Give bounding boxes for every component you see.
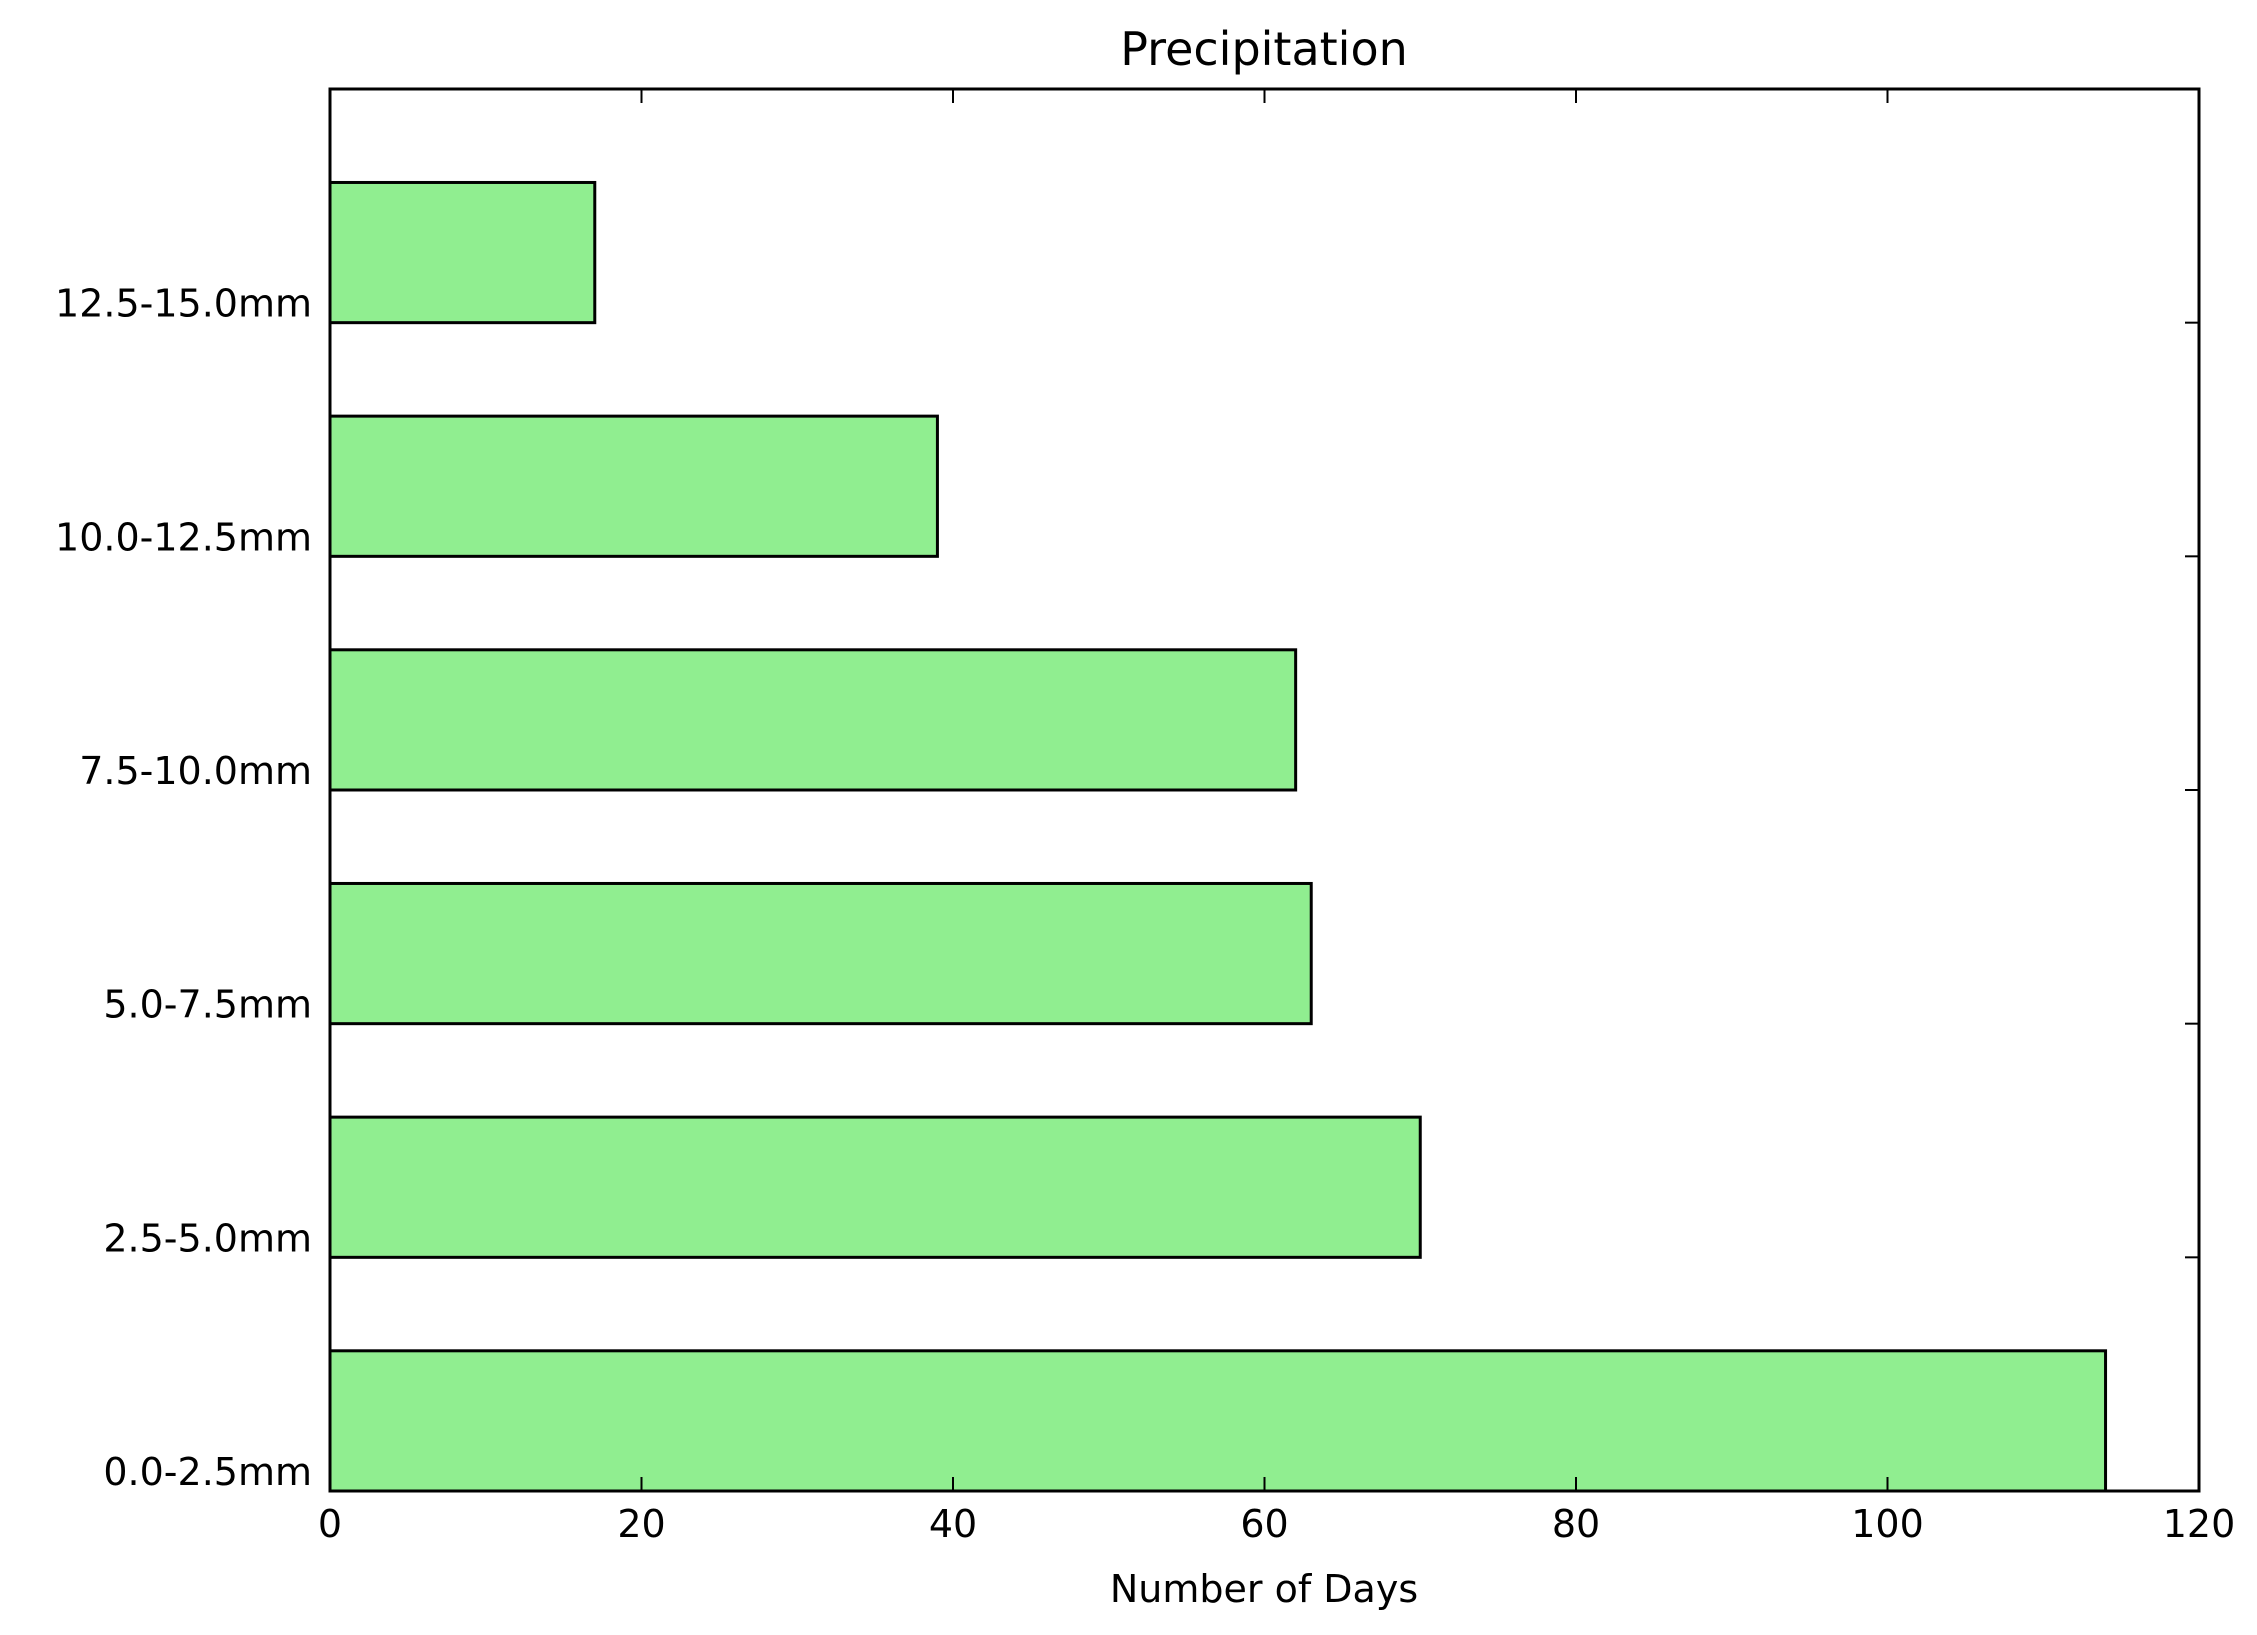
y-tick-label: 7.5-10.0mm <box>79 749 312 793</box>
y-axis-ticks: 0.0-2.5mm 2.5-5.0mm 5.0-7.5mm 7.5-10.0mm 10.… <box>55 282 2199 1494</box>
plot-frame <box>328 87 2201 1493</box>
bar-7.5-10.0mm <box>328 648 1298 792</box>
x-axis-label: Number of Days <box>1110 1567 1418 1611</box>
chart-title: Precipitation <box>1120 22 1408 76</box>
y-tick-label: 2.5-5.0mm <box>103 1216 312 1260</box>
x-tick-label: 120 <box>2163 1502 2236 1546</box>
x-tick-label: 60 <box>1240 1502 1288 1546</box>
x-tick-label: 80 <box>1552 1502 1600 1546</box>
bar-0.0-2.5mm <box>328 1349 2108 1493</box>
bars <box>328 180 2108 1493</box>
x-tick-label: 20 <box>617 1502 665 1546</box>
x-tick-label: 0 <box>318 1502 342 1546</box>
bar-5.0-7.5mm <box>328 881 1313 1026</box>
y-tick-label: 5.0-7.5mm <box>103 983 312 1027</box>
y-tick-label: 10.0-12.5mm <box>55 515 312 559</box>
y-tick-label: 0.0-2.5mm <box>103 1450 312 1494</box>
x-tick-label: 40 <box>929 1502 977 1546</box>
bar-2.5-5.0mm <box>328 1115 1422 1259</box>
bar-12.5-15.0mm <box>328 180 597 325</box>
bar-10.0-12.5mm <box>328 414 939 558</box>
x-axis-ticks: 0 20 40 60 80 100 120 <box>318 89 2235 1546</box>
y-tick-label: 12.5-15.0mm <box>55 282 312 326</box>
x-tick-label: 100 <box>1851 1502 1924 1546</box>
